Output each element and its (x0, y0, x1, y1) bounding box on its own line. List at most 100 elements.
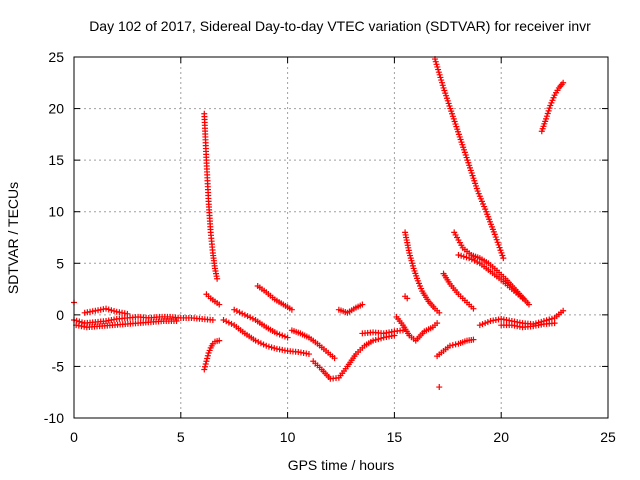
data-point-arc-7-9h-band (236, 309, 243, 316)
data-point-arc-7-9h-band (273, 330, 280, 337)
chart-title: Day 102 of 2017, Sidereal Day-to-day VTE… (89, 18, 591, 34)
x-tick-label: 20 (493, 429, 509, 445)
data-point-arc-mid-6h (216, 301, 223, 308)
data-point-arc-18-21h-lower (455, 252, 462, 259)
data-point-arc-rise-6h (204, 352, 211, 359)
data-point-arc-11-13h-dip (372, 336, 379, 343)
data-point-arc-baseline-upper (111, 307, 118, 314)
data-point-arc-7-9h-band (231, 306, 238, 313)
data-point-arc-7-9h-band (241, 311, 248, 318)
data-point-arc-22-23h-rise (544, 110, 551, 117)
data-point-arc-18-21h-lower (458, 252, 465, 259)
data-point-arc-17h-outlier (436, 384, 443, 391)
data-point-arc-baseline-upper (108, 307, 115, 314)
data-point-arc-18-21h-lower (471, 257, 478, 264)
data-point-arc-7-9h-band (244, 313, 251, 320)
data-point-arc-7-9h-band (233, 307, 240, 314)
y-tick-label: 15 (48, 152, 64, 168)
data-point-arc-17-20h-fall (493, 236, 500, 243)
y-tick-label: 10 (48, 204, 64, 220)
data-point-arc-11-13h-dip (378, 335, 385, 342)
data-point-arc-rise-6h (204, 355, 211, 362)
data-point-arc-18-21h (525, 301, 532, 308)
y-tick-label: 0 (56, 307, 64, 323)
data-point-arc-baseline (209, 317, 216, 324)
data-point-arc-19-23h (479, 321, 486, 328)
data-point-arc-17-18h (449, 342, 456, 349)
data-point-arc-7-10h (265, 343, 272, 350)
data-point-arc-12-13h (359, 301, 366, 308)
data-point-arc-17-20h-fall (491, 231, 498, 238)
data-point-arc-18-21h-lower (460, 253, 467, 260)
data-point-arc-17-20h-fall (438, 79, 445, 86)
data-point-arc-17-20h-fall (492, 234, 499, 241)
axes: 0 5 10 15 20 25 -10 -5 0 5 10 15 20 25 (44, 49, 616, 445)
data-point-arc-17-20h-fall (500, 255, 507, 262)
data-point-arc-17-18h (452, 341, 459, 348)
data-point-arc-baseline-lower (173, 318, 180, 325)
data-points (71, 56, 567, 391)
y-tick-label: -5 (52, 358, 65, 374)
data-point-arc-17-18h (470, 336, 477, 343)
x-axis-label: GPS time / hours (288, 457, 395, 473)
data-point-arc-22-23h-rise (543, 113, 550, 120)
data-point-arc-7-9h-band (276, 331, 283, 338)
data-point-arc-19-23h (560, 307, 567, 314)
data-point-arc-18-21h-lower (466, 255, 473, 262)
data-point-arc-rise-6h (203, 358, 210, 365)
data-point-arc-22-23h-rise (545, 107, 552, 114)
data-point-arc-17-18h (446, 342, 453, 349)
data-point-arc-7-10h (260, 341, 267, 348)
data-point-arc-15h-low (434, 320, 441, 327)
data-point-arc-17-20h-fall (494, 239, 501, 246)
data-point-arc-15h-drop (436, 309, 443, 316)
data-point-arc-19-23h (476, 322, 483, 329)
data-point-arc-7-9h-band (247, 314, 254, 321)
data-point-arc-8-10h (288, 306, 295, 313)
data-point-arc-rise-6h (201, 366, 208, 373)
data-point-arc-7-10h (252, 337, 259, 344)
data-point-arc-20-23h-lower (551, 320, 558, 327)
y-tick-label: 20 (48, 101, 64, 117)
y-axis-label: SDTVAR / TECUs (5, 182, 21, 294)
data-point-arc-11-13h-dip (370, 337, 377, 344)
data-point-arc-11-13h-dip (375, 336, 382, 343)
data-point-arc-17-20h-fall (435, 66, 442, 73)
data-point-arc-17-20h-fall (498, 249, 505, 256)
y-tick-label: -10 (44, 410, 64, 426)
data-point-arc-spike-6h (214, 275, 221, 282)
data-point-arc-17-20h-fall (433, 61, 440, 68)
data-point-arc-17-20h-fall (495, 241, 502, 248)
data-point-arc-baseline-upper (103, 305, 110, 312)
data-point-arc-17-20h-fall (436, 71, 443, 78)
data-point-arc-baseline-upper (124, 310, 131, 317)
data-point-arc-10-12h (331, 355, 338, 362)
data-point-arc-7-10h (305, 351, 312, 358)
data-point-arc-18-21h-lower (463, 254, 470, 261)
data-point-arc-18-21h-lower (474, 258, 481, 265)
data-point-arc-7-9h-band (281, 333, 288, 340)
data-point-arc-17-20h-fall (496, 244, 503, 251)
data-point-arc-17-20h-fall (439, 82, 446, 89)
data-point-arc-19-23h (482, 320, 489, 327)
data-point-arc-22-23h-rise (546, 105, 553, 112)
data-point-arc-17-20h-fall (435, 69, 442, 76)
data-point-arc-rise-6h (202, 363, 209, 370)
data-point-arc-17-19h-mid (470, 305, 477, 312)
data-point-arc-18-21h-lower (519, 295, 526, 302)
data-point-arc-7-10h (220, 317, 227, 324)
data-point-arc-7-10h (257, 340, 264, 347)
x-tick-label: 25 (600, 429, 616, 445)
x-tick-label: 15 (387, 429, 403, 445)
data-point-arc-22-23h-rise (543, 115, 550, 122)
x-tick-label: 5 (177, 429, 185, 445)
data-point-arc-7-10h (225, 319, 232, 326)
data-point-arc-7-10h (271, 345, 278, 352)
data-point-arc-7-9h-band (284, 334, 291, 341)
data-point-arc-7-9h-band (249, 315, 256, 322)
data-point-arc-17-20h-fall (497, 247, 504, 254)
data-point-arc-17-20h-fall (432, 58, 439, 65)
data-point-arc-7-10h (255, 338, 262, 345)
x-tick-label: 10 (280, 429, 296, 445)
y-tick-label: 5 (56, 255, 64, 271)
